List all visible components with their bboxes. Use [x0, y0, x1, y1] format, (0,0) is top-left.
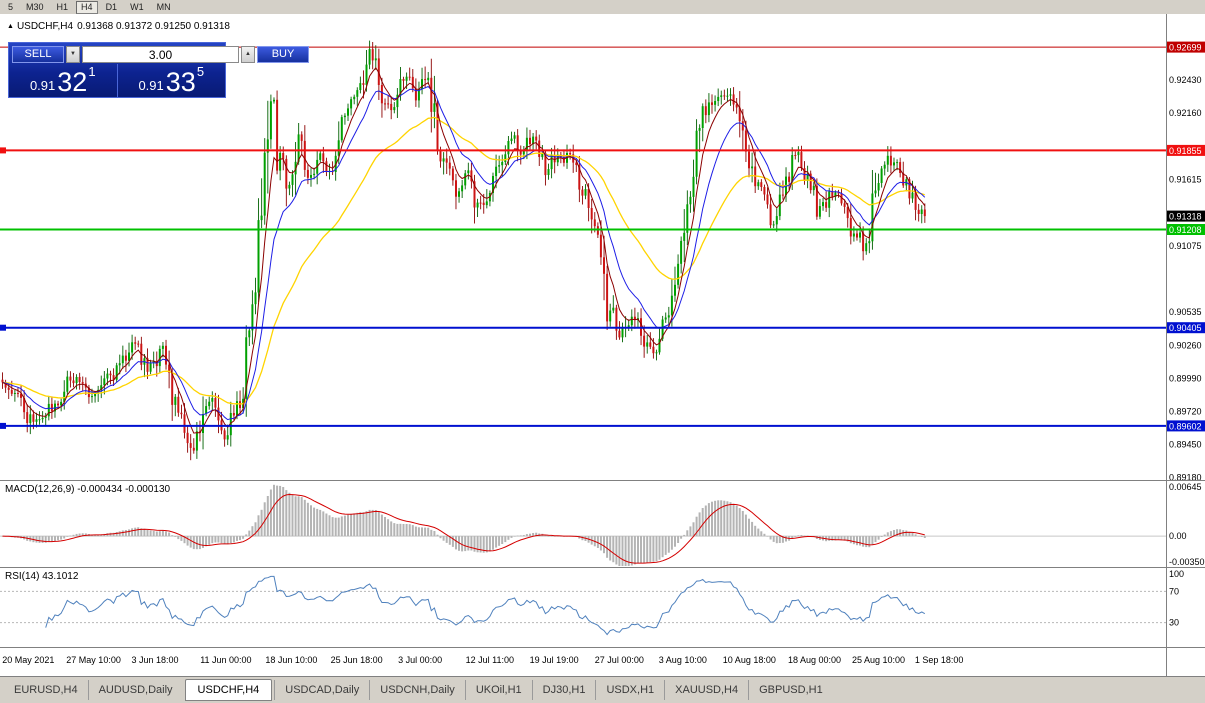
volume-input[interactable] [82, 46, 239, 63]
svg-text:27 May 10:00: 27 May 10:00 [66, 655, 121, 665]
timeframe-button-mn[interactable]: MN [156, 1, 171, 12]
chart-tab-ukoil[interactable]: UKOil,H1 [464, 680, 532, 700]
macd-signal-line [2, 493, 925, 564]
chart-tab-usdx[interactable]: USDX,H1 [595, 680, 664, 700]
chart-tab-xauusd[interactable]: XAUUSD,H4 [664, 680, 748, 700]
svg-text:12 Jul 11:00: 12 Jul 11:00 [466, 655, 514, 665]
svg-text:0.91075: 0.91075 [1169, 241, 1202, 251]
svg-text:70: 70 [1169, 586, 1179, 596]
one-click-trading-panel: SELL ▼ ▲ BUY 0.91 32 1 0.91 33 5 [8, 42, 309, 98]
svg-text:3 Jul 00:00: 3 Jul 00:00 [398, 655, 442, 665]
svg-text:3 Jun 18:00: 3 Jun 18:00 [132, 655, 179, 665]
price-axis[interactable]: 0.92430 0.92160 0.91615 0.91075 0.90535 0.902… [1166, 14, 1205, 676]
chart-title: ▲ USDCHF,H4 0.91368 0.91372 0.91250 0.9131… [7, 21, 234, 32]
svg-text:11 Jun 00:00: 11 Jun 00:00 [200, 655, 251, 665]
timeframe-button-h1[interactable]: H1 [56, 1, 69, 12]
trade-panel-controls: SELL ▼ ▲ BUY [9, 43, 309, 64]
svg-text:18 Jun 10:00: 18 Jun 10:00 [265, 655, 317, 665]
svg-text:3 Aug 10:00: 3 Aug 10:00 [659, 655, 707, 665]
volume-increase-icon[interactable]: ▲ [241, 46, 255, 63]
svg-text:0.91615: 0.91615 [1169, 175, 1202, 185]
svg-text:0.91318: 0.91318 [1169, 212, 1202, 222]
svg-text:0.91208: 0.91208 [1169, 225, 1202, 235]
chart-tab-bar: EURUSD,H4 AUDUSD,Daily USDCHF,H4 USDCAD,Dai… [0, 677, 1205, 703]
timeframe-toolbar: 5 M30 H1 H4 D1 W1 MN [0, 0, 1205, 14]
timeframe-button-h4[interactable]: H4 [76, 0, 98, 14]
buy-price-pipette: 5 [196, 64, 205, 79]
sell-price-prefix: 0.91 [29, 78, 56, 93]
candlesticks-layer [1, 40, 926, 461]
volume-decrease-icon[interactable]: ▼ [66, 46, 80, 63]
timeframe-button-w1[interactable]: W1 [130, 1, 144, 12]
current-price-tag [1167, 210, 1205, 222]
ema-mid-line [2, 85, 926, 421]
svg-text:1 Sep 18:00: 1 Sep 18:00 [915, 655, 964, 665]
sell-price-big-digits: 32 [57, 67, 88, 98]
svg-text:27 Jul 00:00: 27 Jul 00:00 [595, 655, 644, 665]
chart-ohlc-values: 0.91368 0.91372 0.91250 0.91318 [77, 21, 230, 32]
svg-text:0.89602: 0.89602 [1169, 421, 1202, 431]
timeframe-button-5[interactable]: 5 [8, 1, 14, 12]
sell-price-pipette: 1 [88, 64, 96, 79]
svg-text:0.00645: 0.00645 [1169, 482, 1202, 492]
chart-tab-eurusd[interactable]: EURUSD,H4 [14, 684, 78, 696]
svg-text:0.89450: 0.89450 [1169, 440, 1202, 450]
chart-tab-usdchf[interactable]: USDCHF,H4 [184, 679, 273, 701]
horizontal-levels-layer[interactable] [0, 46, 1166, 429]
ema-slow-line [2, 116, 926, 405]
chart-tab-dj30[interactable]: DJ30,H1 [531, 680, 596, 700]
rsi-label: RSI(14) 43.1012 [5, 571, 79, 582]
svg-text:0.89990: 0.89990 [1169, 374, 1202, 384]
svg-text:0.91855: 0.91855 [1169, 146, 1202, 156]
moving-averages-layer [2, 67, 926, 434]
buy-price-prefix: 0.91 [138, 78, 164, 93]
svg-text:0.89180: 0.89180 [1169, 473, 1202, 483]
chart-tab-usdcad[interactable]: USDCAD,Daily [274, 680, 369, 700]
macd-label: MACD(12,26,9) -0.000434 -0.000130 [5, 484, 171, 495]
svg-text:0.89720: 0.89720 [1169, 407, 1202, 417]
svg-text:19 Jul 19:00: 19 Jul 19:00 [530, 655, 579, 665]
svg-text:0.92430: 0.92430 [1169, 75, 1202, 85]
sell-price-display[interactable]: 0.91 32 1 [9, 64, 118, 97]
svg-text:18 Aug 00:00: 18 Aug 00:00 [788, 655, 841, 665]
ema-fast-line [2, 67, 926, 434]
svg-text:20 May 2021: 20 May 2021 [2, 655, 54, 665]
svg-text:0.92160: 0.92160 [1169, 108, 1202, 118]
chart-tab-gbpusd[interactable]: GBPUSD,H1 [748, 680, 833, 700]
svg-text:30: 30 [1169, 618, 1179, 628]
svg-text:0.90535: 0.90535 [1169, 307, 1202, 317]
sell-button[interactable]: SELL [12, 46, 64, 63]
svg-text:25 Jun 18:00: 25 Jun 18:00 [331, 655, 383, 665]
svg-text:0.00: 0.00 [1169, 531, 1187, 541]
svg-text:100: 100 [1169, 569, 1184, 579]
chart-symbol-label: USDCHF,H4 [16, 21, 74, 32]
time-axis[interactable]: 20 May 2021 27 May 10:00 3 Jun 18:00 11 Jun… [2, 655, 963, 665]
trade-panel-prices: 0.91 32 1 0.91 33 5 [9, 64, 225, 97]
symbol-marker-icon: ▲ [7, 23, 14, 30]
svg-text:10 Aug 18:00: 10 Aug 18:00 [723, 655, 776, 665]
buy-price-display[interactable]: 0.91 33 5 [118, 64, 226, 97]
rsi-line [45, 575, 926, 636]
timeframe-button-d1[interactable]: D1 [105, 1, 118, 12]
timeframe-button-m30[interactable]: M30 [26, 1, 44, 12]
svg-text:25 Aug 10:00: 25 Aug 10:00 [852, 655, 905, 665]
buy-button[interactable]: BUY [257, 46, 309, 63]
svg-text:0.90405: 0.90405 [1169, 323, 1202, 333]
buy-price-big-digits: 33 [165, 67, 196, 98]
svg-text:-0.00350: -0.00350 [1169, 557, 1205, 567]
svg-text:0.92699: 0.92699 [1169, 43, 1202, 53]
chart-tab-usdcnh[interactable]: USDCNH,Daily [369, 680, 465, 700]
svg-text:0.90260: 0.90260 [1169, 341, 1202, 351]
chart-tab-audusd[interactable]: AUDUSD,Daily [87, 680, 183, 700]
